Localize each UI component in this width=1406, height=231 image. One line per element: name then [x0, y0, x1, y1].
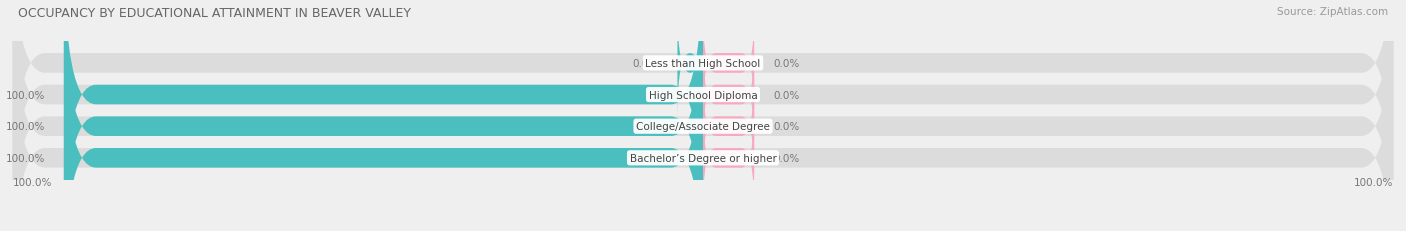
Text: OCCUPANCY BY EDUCATIONAL ATTAINMENT IN BEAVER VALLEY: OCCUPANCY BY EDUCATIONAL ATTAINMENT IN B… — [18, 7, 412, 20]
Text: 0.0%: 0.0% — [773, 59, 800, 69]
Text: 0.0%: 0.0% — [773, 90, 800, 100]
FancyBboxPatch shape — [678, 10, 703, 117]
Text: 100.0%: 100.0% — [6, 90, 45, 100]
Text: 100.0%: 100.0% — [13, 178, 52, 188]
FancyBboxPatch shape — [13, 0, 1393, 211]
Text: 100.0%: 100.0% — [6, 153, 45, 163]
FancyBboxPatch shape — [703, 42, 754, 148]
Text: High School Diploma: High School Diploma — [648, 90, 758, 100]
Text: 100.0%: 100.0% — [1354, 178, 1393, 188]
FancyBboxPatch shape — [63, 10, 703, 231]
FancyBboxPatch shape — [13, 0, 1393, 231]
Text: Less than High School: Less than High School — [645, 59, 761, 69]
FancyBboxPatch shape — [703, 73, 754, 180]
FancyBboxPatch shape — [13, 0, 1393, 231]
FancyBboxPatch shape — [703, 10, 754, 117]
FancyBboxPatch shape — [63, 0, 703, 231]
Text: 0.0%: 0.0% — [773, 122, 800, 132]
FancyBboxPatch shape — [13, 10, 1393, 231]
FancyBboxPatch shape — [63, 0, 703, 231]
Text: Source: ZipAtlas.com: Source: ZipAtlas.com — [1277, 7, 1388, 17]
Text: 0.0%: 0.0% — [633, 59, 658, 69]
FancyBboxPatch shape — [703, 105, 754, 211]
Text: 100.0%: 100.0% — [6, 122, 45, 132]
Text: 0.0%: 0.0% — [773, 153, 800, 163]
Text: Bachelor’s Degree or higher: Bachelor’s Degree or higher — [630, 153, 776, 163]
Text: College/Associate Degree: College/Associate Degree — [636, 122, 770, 132]
